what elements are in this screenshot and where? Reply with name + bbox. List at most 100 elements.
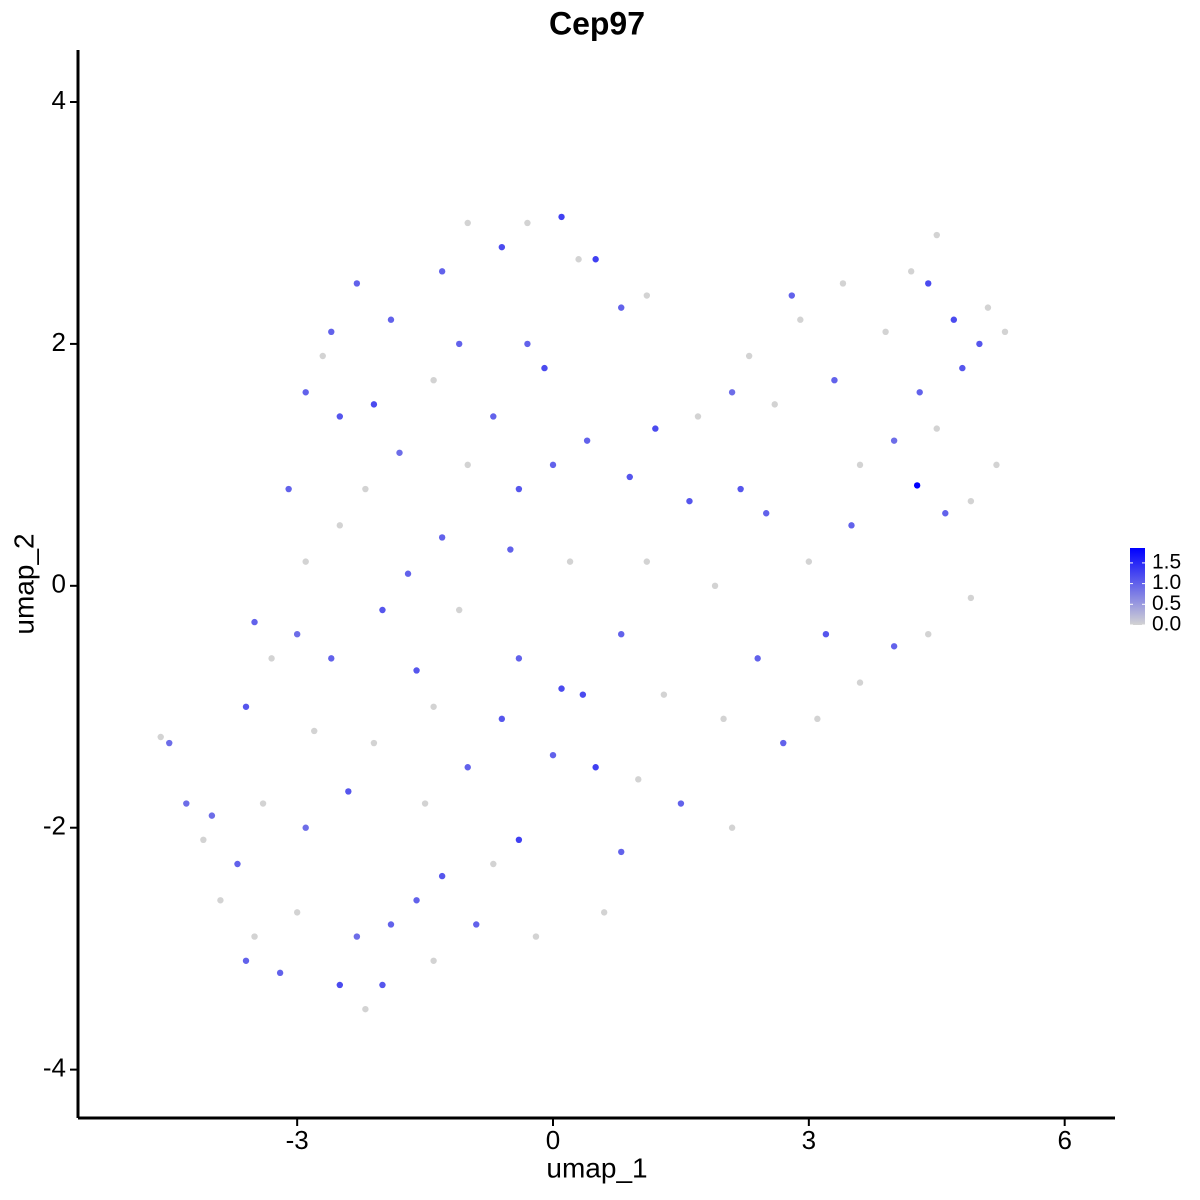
x-tick-label: 6 bbox=[1057, 1125, 1071, 1155]
point bbox=[242, 703, 250, 710]
point bbox=[592, 256, 599, 263]
point bbox=[600, 909, 608, 916]
point bbox=[618, 630, 625, 638]
point bbox=[370, 739, 378, 747]
point bbox=[362, 485, 369, 493]
x-tick-label: 0 bbox=[546, 1125, 560, 1155]
point bbox=[814, 715, 821, 723]
point bbox=[507, 546, 514, 553]
point bbox=[293, 630, 301, 638]
point bbox=[643, 558, 651, 565]
point bbox=[686, 497, 693, 505]
point bbox=[643, 292, 651, 299]
point bbox=[438, 268, 446, 275]
colorbar-label: 0.5 bbox=[1152, 592, 1181, 615]
point bbox=[455, 606, 463, 614]
point bbox=[720, 715, 727, 723]
point bbox=[166, 739, 173, 747]
y-tick-label: 0 bbox=[52, 569, 66, 599]
point bbox=[302, 389, 309, 396]
colorbar-label: 1.5 bbox=[1152, 550, 1181, 573]
point bbox=[933, 231, 940, 239]
point bbox=[413, 667, 420, 674]
point bbox=[558, 213, 565, 221]
point bbox=[822, 630, 830, 638]
point bbox=[1001, 328, 1009, 336]
point bbox=[515, 485, 523, 493]
point bbox=[558, 685, 565, 692]
point bbox=[856, 679, 864, 686]
point bbox=[780, 739, 787, 747]
point bbox=[763, 510, 770, 517]
point bbox=[387, 921, 395, 928]
point bbox=[464, 219, 471, 227]
point bbox=[967, 497, 975, 505]
y-tick-label: -2 bbox=[43, 811, 66, 841]
point bbox=[293, 909, 301, 916]
point bbox=[208, 812, 216, 819]
point bbox=[771, 401, 778, 408]
point bbox=[797, 316, 804, 323]
point bbox=[498, 715, 506, 723]
point bbox=[618, 304, 625, 311]
point bbox=[541, 364, 548, 372]
point bbox=[950, 316, 958, 323]
point bbox=[455, 340, 463, 348]
y-tick-label: 4 bbox=[52, 85, 66, 115]
point bbox=[490, 413, 497, 420]
point bbox=[976, 340, 983, 348]
point bbox=[925, 280, 932, 287]
point bbox=[993, 461, 1000, 469]
point bbox=[438, 872, 446, 880]
point bbox=[925, 630, 932, 638]
point bbox=[745, 352, 753, 360]
point bbox=[566, 558, 574, 565]
point bbox=[200, 836, 207, 844]
point bbox=[652, 425, 659, 432]
point bbox=[532, 933, 540, 940]
point bbox=[336, 981, 344, 989]
point bbox=[967, 594, 975, 602]
point bbox=[788, 292, 795, 299]
point bbox=[515, 836, 523, 844]
y-tick-label: 2 bbox=[52, 327, 66, 357]
point bbox=[379, 606, 386, 614]
x-tick-label: -3 bbox=[286, 1125, 309, 1155]
point bbox=[430, 376, 437, 384]
point bbox=[498, 243, 506, 251]
colorbar bbox=[1130, 548, 1145, 625]
y-tick-label: -4 bbox=[43, 1052, 66, 1082]
point bbox=[319, 352, 326, 360]
point bbox=[549, 751, 557, 759]
point bbox=[438, 534, 446, 541]
point bbox=[916, 389, 923, 396]
point bbox=[217, 897, 224, 904]
point bbox=[328, 655, 335, 662]
point bbox=[524, 219, 531, 227]
point bbox=[353, 280, 361, 287]
point bbox=[933, 425, 940, 432]
point bbox=[473, 921, 480, 928]
point bbox=[430, 703, 437, 710]
point bbox=[251, 618, 258, 626]
point bbox=[959, 364, 966, 372]
point bbox=[907, 268, 915, 275]
point bbox=[490, 860, 497, 868]
point bbox=[677, 800, 685, 807]
point bbox=[242, 957, 250, 964]
point bbox=[302, 558, 309, 565]
y-axis-label: umap_2 bbox=[8, 533, 39, 634]
point bbox=[276, 969, 284, 977]
point bbox=[890, 643, 898, 650]
colorbar-label: 0.0 bbox=[1152, 613, 1181, 636]
point bbox=[754, 655, 761, 662]
point bbox=[711, 582, 719, 590]
point bbox=[575, 256, 582, 263]
point bbox=[728, 824, 736, 831]
point bbox=[805, 558, 813, 565]
point bbox=[635, 776, 642, 783]
point bbox=[515, 655, 523, 662]
x-axis-label: umap_1 bbox=[546, 1152, 647, 1183]
point bbox=[737, 485, 744, 493]
